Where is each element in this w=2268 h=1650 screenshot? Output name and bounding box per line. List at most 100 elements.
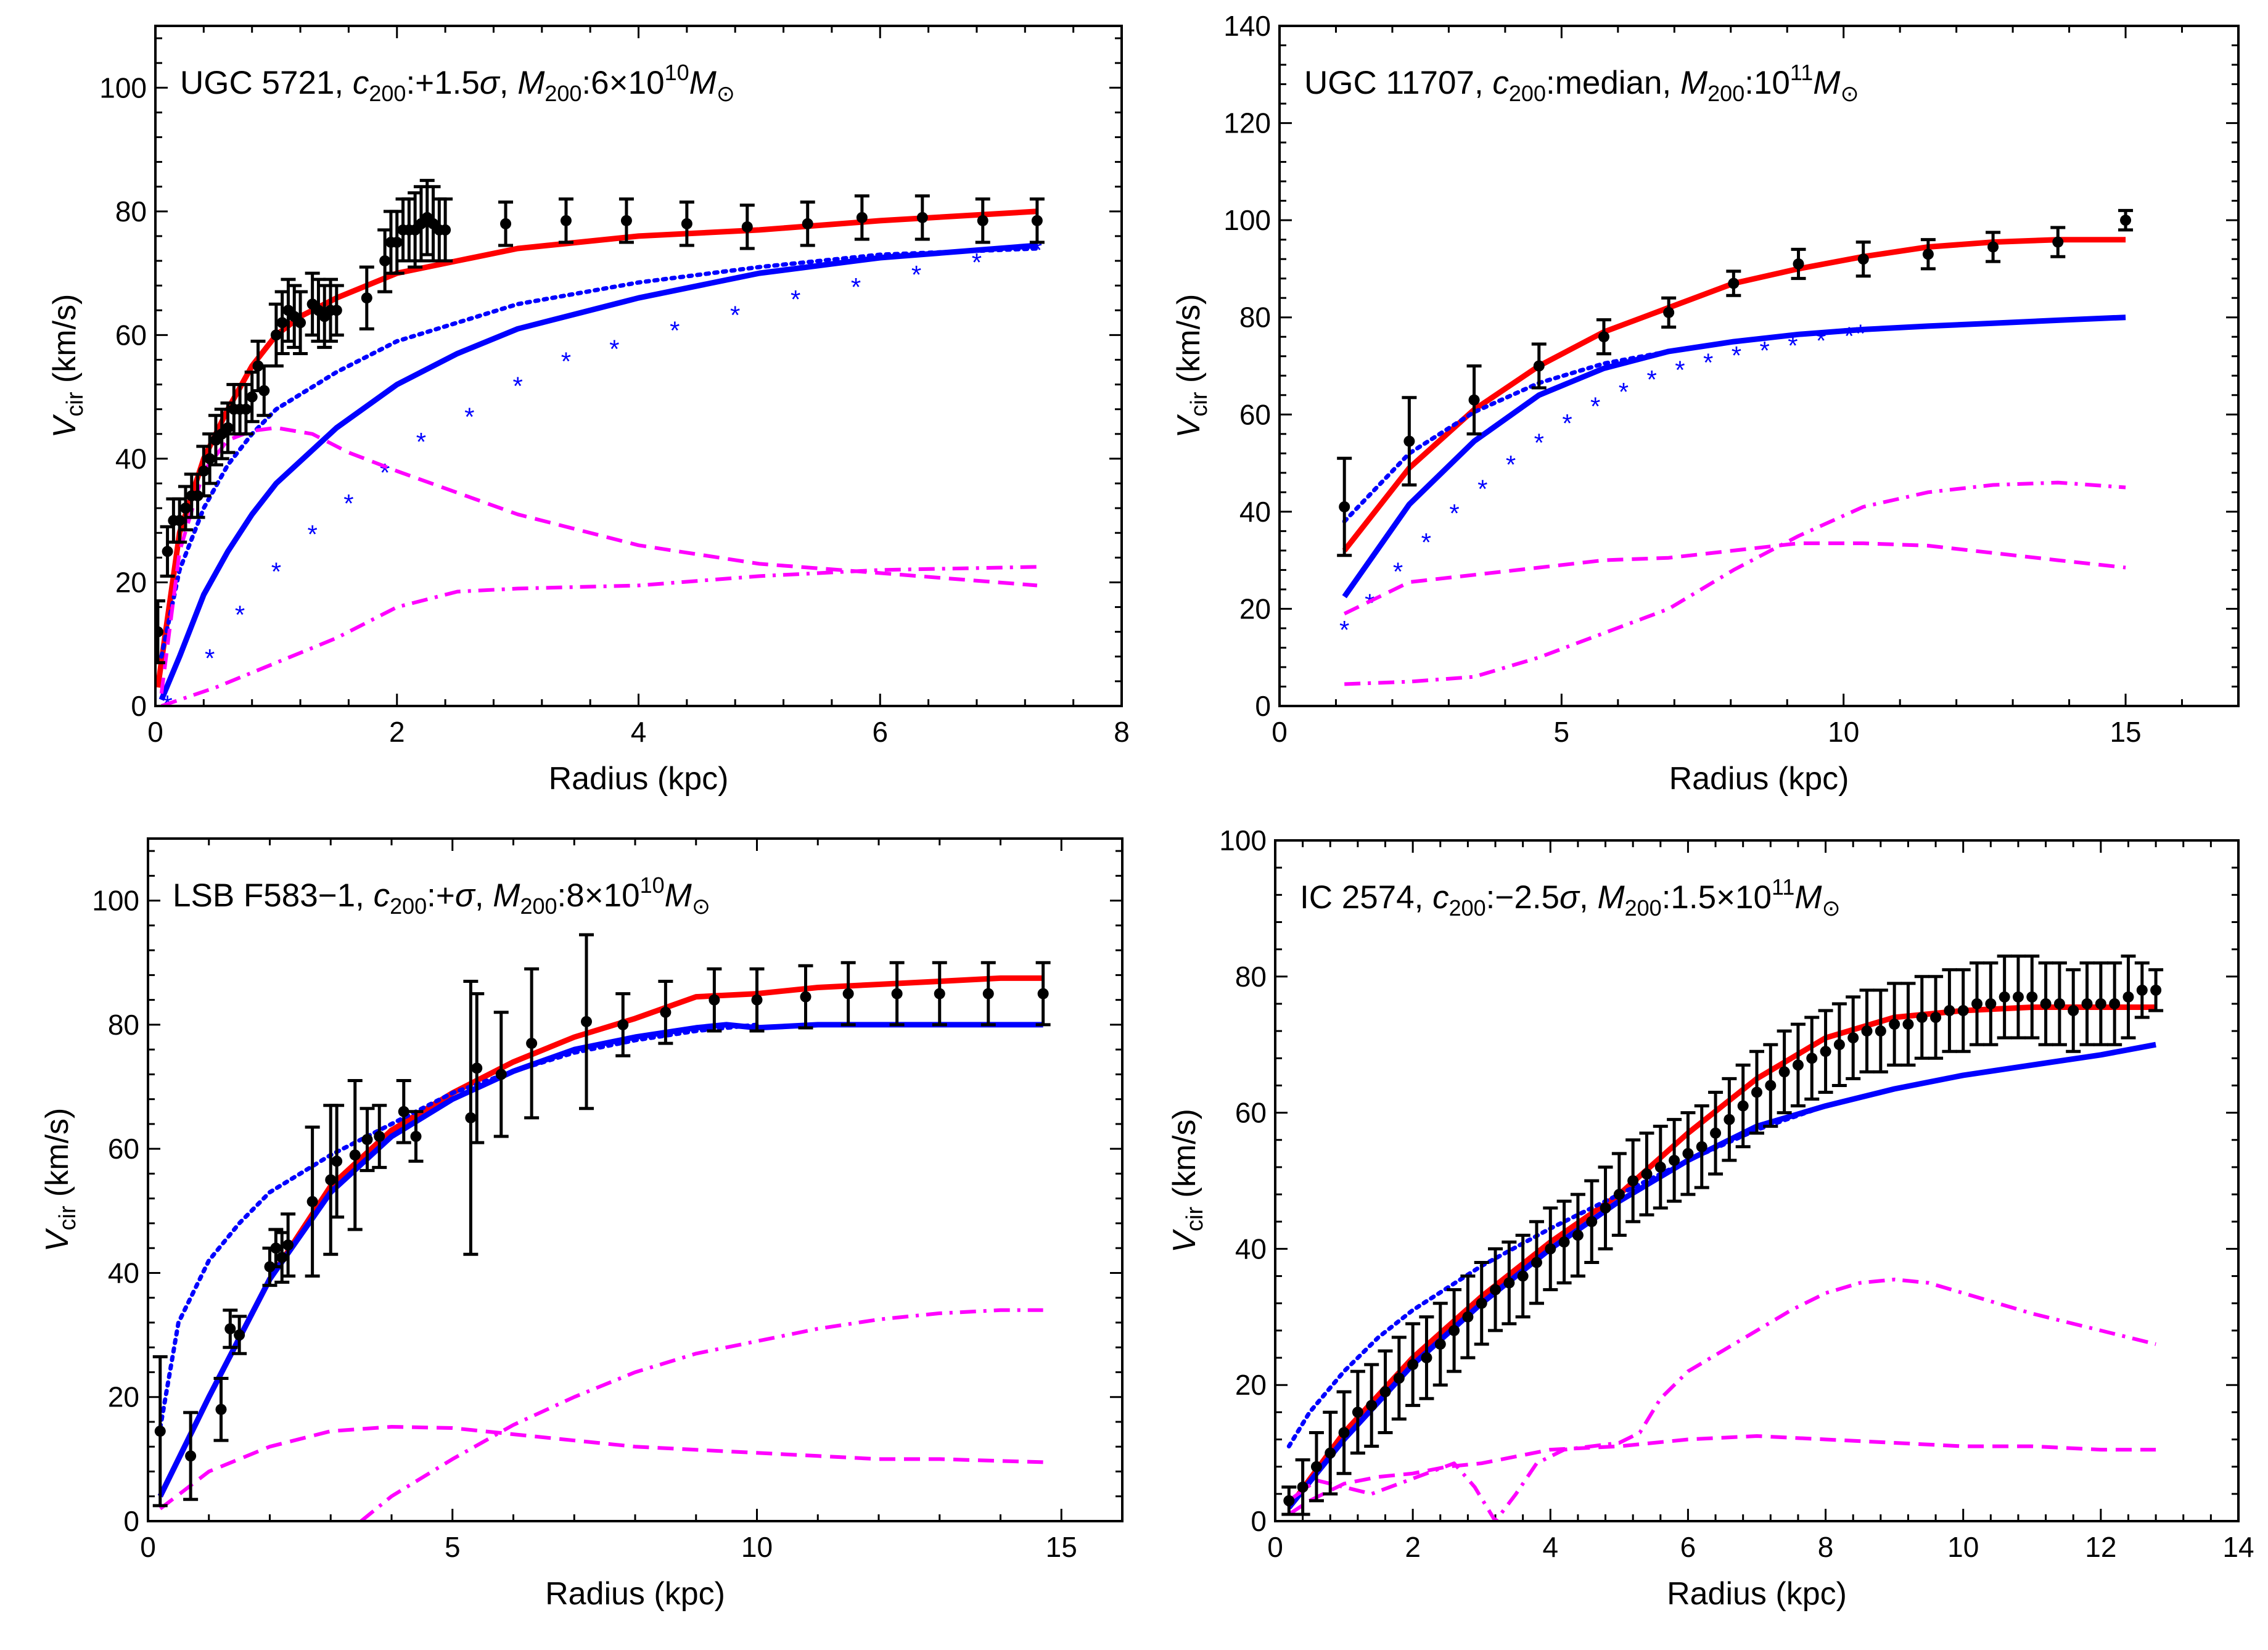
- x-tick-label: 15: [2110, 716, 2141, 748]
- data-point: [162, 546, 173, 557]
- data-point: [1393, 1373, 1405, 1384]
- y-tick-label: 40: [1235, 1233, 1267, 1265]
- data-point: [1310, 1461, 1322, 1472]
- data-point: [1598, 331, 1609, 343]
- halo-stars-star-marker: *: [271, 557, 281, 586]
- data-point: [1490, 1284, 1502, 1295]
- halo-fit-line: [158, 242, 1038, 701]
- halo-stars-star-marker: *: [1421, 528, 1431, 557]
- x-tick-label: 10: [1828, 716, 1859, 748]
- data-point: [526, 1038, 538, 1049]
- y-tick-label: 0: [1255, 690, 1271, 722]
- data-point: [204, 453, 216, 464]
- x-axis-title: Radius (kpc): [545, 1576, 725, 1612]
- halo-stars-star-marker: *: [1816, 326, 1826, 355]
- data-point: [295, 317, 306, 329]
- plot-area: [1281, 954, 2164, 1521]
- data-point: [1857, 253, 1869, 265]
- y-axis-title: Vcir (km/s): [1171, 294, 1212, 438]
- data-point: [800, 991, 811, 1003]
- data-point: [2012, 991, 2024, 1003]
- halo-stars-star-marker: *: [1534, 429, 1544, 458]
- halo-stars-star-marker: *: [1393, 557, 1403, 586]
- data-point: [185, 1450, 197, 1462]
- x-tick-label: 6: [1680, 1531, 1696, 1563]
- data-point: [270, 1242, 282, 1254]
- data-point: [1999, 991, 2010, 1003]
- y-tick-label: 60: [1235, 1097, 1267, 1129]
- total-fit-line: [1286, 1004, 2156, 1509]
- data-point: [270, 329, 282, 341]
- data-point: [1682, 1147, 1694, 1159]
- data-point: [1586, 1216, 1598, 1228]
- y-tick-label: 80: [1235, 961, 1267, 993]
- plot-frame: [154, 25, 1123, 707]
- observed-data: [155, 179, 1045, 665]
- data-point: [495, 1069, 507, 1080]
- data-point: [361, 292, 372, 304]
- plot-area: *********** **** * * * *: [155, 179, 1045, 706]
- data-point: [258, 385, 270, 396]
- y-tick-label: 0: [1251, 1505, 1267, 1537]
- data-point: [1778, 1066, 1790, 1078]
- data-point: [581, 1016, 592, 1027]
- halo-stars-star-marker: *: [1759, 336, 1769, 365]
- data-point: [374, 1131, 385, 1143]
- data-point: [1627, 1175, 1639, 1186]
- data-point: [465, 1112, 477, 1123]
- y-tick-label: 60: [1239, 398, 1271, 430]
- data-point: [1792, 1059, 1804, 1071]
- halo-stars-star-marker: *: [1562, 409, 1572, 438]
- data-point: [1352, 1406, 1363, 1418]
- data-point: [1751, 1086, 1762, 1098]
- data-point: [1916, 1012, 1928, 1024]
- gas-line: [360, 1308, 1043, 1521]
- data-point: [1861, 1025, 1873, 1037]
- halo-stars-star-marker: *: [1788, 331, 1798, 360]
- y-tick-label: 20: [108, 1381, 139, 1413]
- data-point: [1533, 360, 1545, 372]
- data-point: [1338, 1427, 1350, 1439]
- data-point: [500, 218, 512, 229]
- data-point: [398, 1106, 409, 1117]
- annotation: LSB F583−1, c200:+σ, M200:8×1010M⊙: [173, 872, 710, 919]
- halo-stars-markers: *********** * * * * * * * * *: [1339, 319, 1865, 644]
- halo-stars-star-marker: *: [911, 260, 921, 289]
- data-point: [617, 1019, 629, 1030]
- y-axis-title: Vcir (km/s): [47, 294, 88, 438]
- y-tick-label: 40: [108, 1257, 139, 1289]
- halo-stars-star-marker: *: [205, 644, 215, 673]
- data-point: [331, 305, 342, 316]
- annotation: UGC 11707, c200:median, M200:1011M⊙: [1304, 60, 1859, 106]
- halo-stars-star-marker: *: [1855, 319, 1865, 348]
- data-point: [1366, 1400, 1378, 1411]
- data-point: [379, 255, 391, 267]
- data-point: [1922, 248, 1934, 260]
- halo-stars-star-marker: *: [791, 285, 800, 314]
- x-tick-label: 10: [1947, 1531, 1979, 1563]
- x-tick-label: 5: [1554, 716, 1570, 748]
- x-axis-title: Radius (kpc): [549, 761, 729, 797]
- halo-stars-star-marker: *: [1675, 355, 1685, 384]
- x-tick-label: 8: [1818, 1531, 1834, 1563]
- data-point: [1902, 1019, 1914, 1030]
- data-point: [1600, 1202, 1611, 1214]
- x-tick-label: 14: [2222, 1531, 2254, 1563]
- data-point: [1545, 1243, 1556, 1255]
- data-point: [1558, 1236, 1570, 1248]
- halo-stars-star-marker: *: [1339, 615, 1349, 644]
- data-point: [842, 988, 854, 999]
- data-point: [2053, 998, 2065, 1009]
- data-point: [741, 221, 753, 232]
- halo-stars-star-marker: *: [561, 347, 571, 376]
- data-point: [751, 994, 763, 1006]
- data-point: [1037, 988, 1049, 999]
- x-axis-title: Radius (kpc): [1669, 761, 1849, 797]
- observed-data: [1281, 954, 2164, 1516]
- annotation: IC 2574, c200:−2.5σ, M200:1.5×1011M⊙: [1300, 874, 1841, 921]
- data-point: [234, 1329, 245, 1341]
- y-tick-label: 20: [1239, 593, 1271, 625]
- data-point: [440, 224, 451, 236]
- y-tick-label: 120: [1223, 107, 1271, 139]
- y-tick-label: 20: [115, 566, 147, 598]
